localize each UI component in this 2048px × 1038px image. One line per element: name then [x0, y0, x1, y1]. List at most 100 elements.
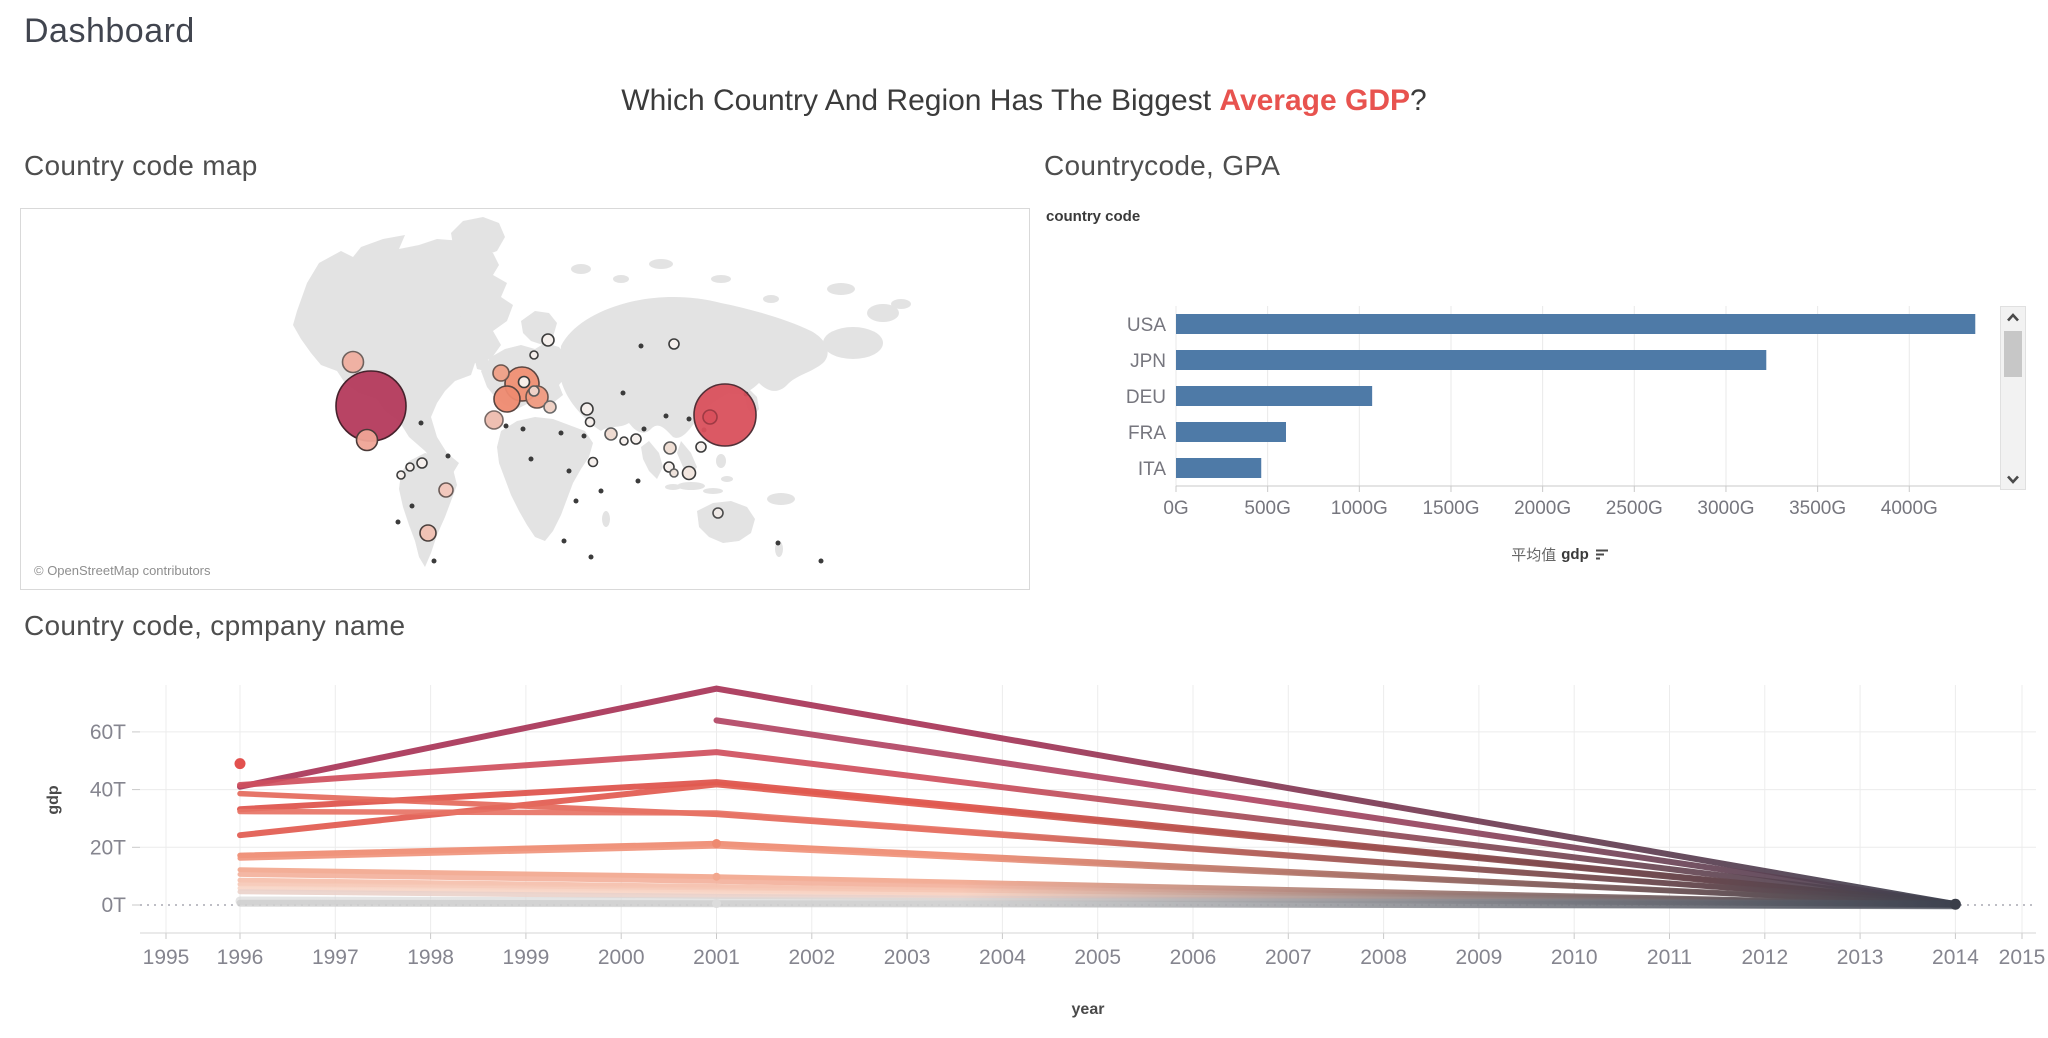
- line-marker-dot[interactable]: [234, 758, 246, 770]
- sort-descending-icon[interactable]: [1594, 548, 1609, 561]
- year-tick-label: 1997: [312, 946, 359, 969]
- bar-chart-scrollbar[interactable]: [2000, 306, 2026, 490]
- gdp-tick-label: 60T: [90, 721, 126, 744]
- bar-row-label[interactable]: DEU: [1126, 387, 1166, 408]
- bar-jpn[interactable]: [1176, 350, 1767, 370]
- map-dot[interactable]: [573, 498, 579, 504]
- map-dot[interactable]: [431, 558, 437, 564]
- bar-row-label[interactable]: JPN: [1130, 351, 1166, 372]
- map-dot[interactable]: [561, 538, 567, 544]
- bar-panel-title: Countrycode, GPA: [1044, 150, 1281, 181]
- map-bubble[interactable]: [695, 441, 707, 453]
- year-tick-label: 2015: [1999, 946, 2046, 969]
- map-dot[interactable]: [620, 390, 626, 396]
- map-dot[interactable]: [528, 456, 534, 462]
- world-map[interactable]: [21, 209, 1029, 587]
- bar-chart: 0G 500G 1000G 1500G 2000G 2500G 3000G 3500G 4000…: [1126, 306, 2000, 519]
- year-tick-label: 2010: [1551, 946, 1598, 969]
- map-bubble[interactable]: [630, 433, 642, 445]
- map-bubble[interactable]: [405, 462, 415, 472]
- map-dot[interactable]: [409, 503, 415, 509]
- gdp-line-series[interactable]: [237, 808, 1959, 908]
- map-bubble[interactable]: [355, 428, 379, 452]
- map-dot[interactable]: [641, 426, 647, 432]
- map-bubble[interactable]: [416, 457, 428, 469]
- map-dot[interactable]: [588, 554, 594, 560]
- bar-usa[interactable]: [1176, 314, 1976, 334]
- map-dot[interactable]: [686, 416, 692, 422]
- map-bubble[interactable]: [584, 416, 596, 428]
- map-bubble[interactable]: [580, 402, 594, 416]
- map-dot[interactable]: [418, 420, 424, 426]
- osm-attribution: © OpenStreetMap contributors: [30, 562, 215, 579]
- year-tick-label: 2008: [1360, 946, 1407, 969]
- map-dot[interactable]: [638, 343, 644, 349]
- bar-row-label[interactable]: USA: [1127, 315, 1166, 336]
- map-dot[interactable]: [395, 519, 401, 525]
- year-tick-label: 1998: [407, 946, 454, 969]
- gdp-line-series[interactable]: [237, 685, 1959, 908]
- map-bubble[interactable]: [528, 385, 540, 397]
- bar-axis-label-measure: gdp: [1561, 546, 1589, 563]
- map-bubble[interactable]: [543, 400, 557, 414]
- map-bubble[interactable]: [492, 364, 510, 382]
- bar-row-label[interactable]: ITA: [1138, 459, 1166, 480]
- map-bubble[interactable]: [668, 338, 680, 350]
- map-bubble[interactable]: [702, 409, 718, 425]
- gdp-line-series[interactable]: [236, 899, 1959, 909]
- bar-deu[interactable]: [1176, 386, 1373, 406]
- bar-axis-tick-label: 500G: [1244, 498, 1290, 519]
- line-marker-dot[interactable]: [712, 872, 721, 881]
- map-bubble[interactable]: [669, 468, 679, 478]
- map-dot[interactable]: [598, 488, 604, 494]
- gdp-tick-label: 0T: [101, 894, 126, 917]
- map-dot[interactable]: [566, 468, 572, 474]
- chevron-up-icon: [2007, 312, 2019, 321]
- year-tick-label: 1996: [217, 946, 264, 969]
- map-bubble[interactable]: [587, 456, 599, 468]
- map-bubble[interactable]: [663, 441, 677, 455]
- map-dot[interactable]: [503, 423, 509, 429]
- map-view[interactable]: [20, 208, 1030, 590]
- line-marker-dot[interactable]: [712, 839, 721, 849]
- map-dot[interactable]: [775, 540, 781, 546]
- map-bubble[interactable]: [493, 385, 521, 413]
- map-dot[interactable]: [818, 558, 824, 564]
- map-bubble[interactable]: [619, 436, 629, 446]
- bar-axis-tick-label: 1000G: [1331, 498, 1388, 519]
- bar-axis-tick-label: 2000G: [1514, 498, 1571, 519]
- map-bubble[interactable]: [712, 507, 724, 519]
- map-dot[interactable]: [558, 430, 564, 436]
- map-bubble[interactable]: [341, 350, 365, 374]
- map-bubble[interactable]: [396, 470, 406, 480]
- map-bubble[interactable]: [517, 375, 531, 389]
- bar-axis-tick-label: 4000G: [1881, 498, 1938, 519]
- map-bubble[interactable]: [693, 383, 757, 447]
- map-bubble[interactable]: [529, 350, 539, 360]
- map-bubble[interactable]: [438, 482, 454, 498]
- bar-row-label[interactable]: FRA: [1128, 423, 1166, 444]
- gdp-line-series[interactable]: [237, 781, 1959, 908]
- bar-fra[interactable]: [1176, 422, 1286, 442]
- map-bubble[interactable]: [604, 427, 618, 441]
- year-tick-label: 2004: [979, 946, 1026, 969]
- map-bubble[interactable]: [681, 465, 697, 481]
- line-marker-dot[interactable]: [1949, 898, 1961, 910]
- scroll-down-button[interactable]: [2001, 469, 2025, 489]
- map-dot[interactable]: [635, 478, 641, 484]
- year-tick-label: 2013: [1837, 946, 1884, 969]
- gdp-line-series[interactable]: [713, 717, 1959, 908]
- bar-ita[interactable]: [1176, 458, 1262, 478]
- scroll-up-button[interactable]: [2001, 307, 2025, 327]
- dashboard-question: Which Country And Region Has The Biggest…: [0, 84, 2048, 118]
- map-dot[interactable]: [520, 426, 526, 432]
- scrollbar-thumb[interactable]: [2004, 331, 2022, 377]
- gdp-line-series[interactable]: [237, 749, 1959, 908]
- map-dot[interactable]: [581, 433, 587, 439]
- line-marker-dot[interactable]: [712, 899, 721, 909]
- map-dot[interactable]: [663, 413, 669, 419]
- map-bubble[interactable]: [419, 524, 437, 542]
- map-bubble[interactable]: [484, 410, 504, 430]
- map-bubble[interactable]: [541, 333, 555, 347]
- map-dot[interactable]: [445, 453, 451, 459]
